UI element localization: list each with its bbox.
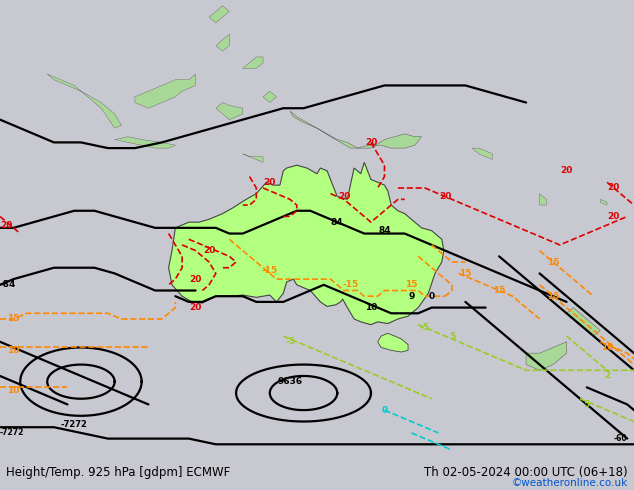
Text: 20: 20: [607, 212, 620, 221]
Text: -5: -5: [285, 337, 295, 346]
Polygon shape: [243, 57, 263, 69]
Polygon shape: [216, 34, 230, 51]
Polygon shape: [378, 333, 408, 352]
Polygon shape: [135, 74, 196, 108]
Polygon shape: [216, 102, 243, 120]
Polygon shape: [263, 91, 276, 102]
Text: ©weatheronline.co.uk: ©weatheronline.co.uk: [512, 478, 628, 488]
Text: 10: 10: [7, 346, 19, 355]
Text: 15: 15: [547, 292, 559, 301]
Text: Height/Temp. 925 hPa [gdpm] ECMWF: Height/Temp. 925 hPa [gdpm] ECMWF: [6, 466, 231, 479]
Polygon shape: [209, 6, 230, 23]
Text: 20: 20: [190, 303, 202, 312]
Text: 0: 0: [382, 406, 387, 415]
Text: 9636: 9636: [278, 377, 302, 386]
Text: 5: 5: [584, 400, 590, 409]
Text: -15: -15: [262, 266, 278, 275]
Text: -15: -15: [342, 280, 359, 289]
Text: 5: 5: [449, 332, 455, 341]
Text: -7272: -7272: [0, 428, 24, 438]
Text: 20: 20: [365, 138, 377, 147]
Text: 10: 10: [601, 343, 613, 352]
Polygon shape: [526, 342, 567, 370]
Polygon shape: [600, 199, 607, 205]
Text: 10: 10: [365, 303, 377, 312]
Polygon shape: [472, 148, 493, 160]
Text: 20: 20: [190, 274, 202, 284]
Text: Th 02-05-2024 00:00 UTC (06+18): Th 02-05-2024 00:00 UTC (06+18): [424, 466, 628, 479]
Text: 20: 20: [338, 192, 350, 201]
Text: 15: 15: [7, 315, 19, 323]
Text: -60: -60: [614, 434, 627, 443]
Text: 84: 84: [331, 218, 344, 227]
Polygon shape: [115, 137, 176, 148]
Polygon shape: [290, 111, 422, 148]
Text: 20: 20: [264, 178, 276, 187]
Text: -7272: -7272: [61, 420, 87, 429]
Text: 2: 2: [604, 371, 610, 380]
Polygon shape: [567, 308, 600, 336]
Text: 20: 20: [560, 167, 573, 175]
Text: -84: -84: [0, 280, 16, 289]
Polygon shape: [169, 162, 444, 325]
Text: 10: 10: [7, 386, 19, 394]
Text: 84: 84: [378, 226, 391, 235]
Text: 15: 15: [547, 258, 559, 267]
Text: 20: 20: [0, 220, 13, 229]
Text: 9: 9: [408, 292, 415, 301]
Text: 20: 20: [439, 192, 451, 201]
Text: 15: 15: [405, 280, 418, 289]
Text: 0: 0: [429, 292, 435, 301]
Text: 20: 20: [203, 246, 216, 255]
Polygon shape: [243, 154, 263, 162]
Text: 20: 20: [607, 183, 620, 193]
Text: 15: 15: [493, 286, 505, 295]
Polygon shape: [47, 74, 121, 128]
Polygon shape: [540, 194, 547, 205]
Text: 15: 15: [459, 269, 472, 278]
Text: -5: -5: [420, 323, 430, 332]
